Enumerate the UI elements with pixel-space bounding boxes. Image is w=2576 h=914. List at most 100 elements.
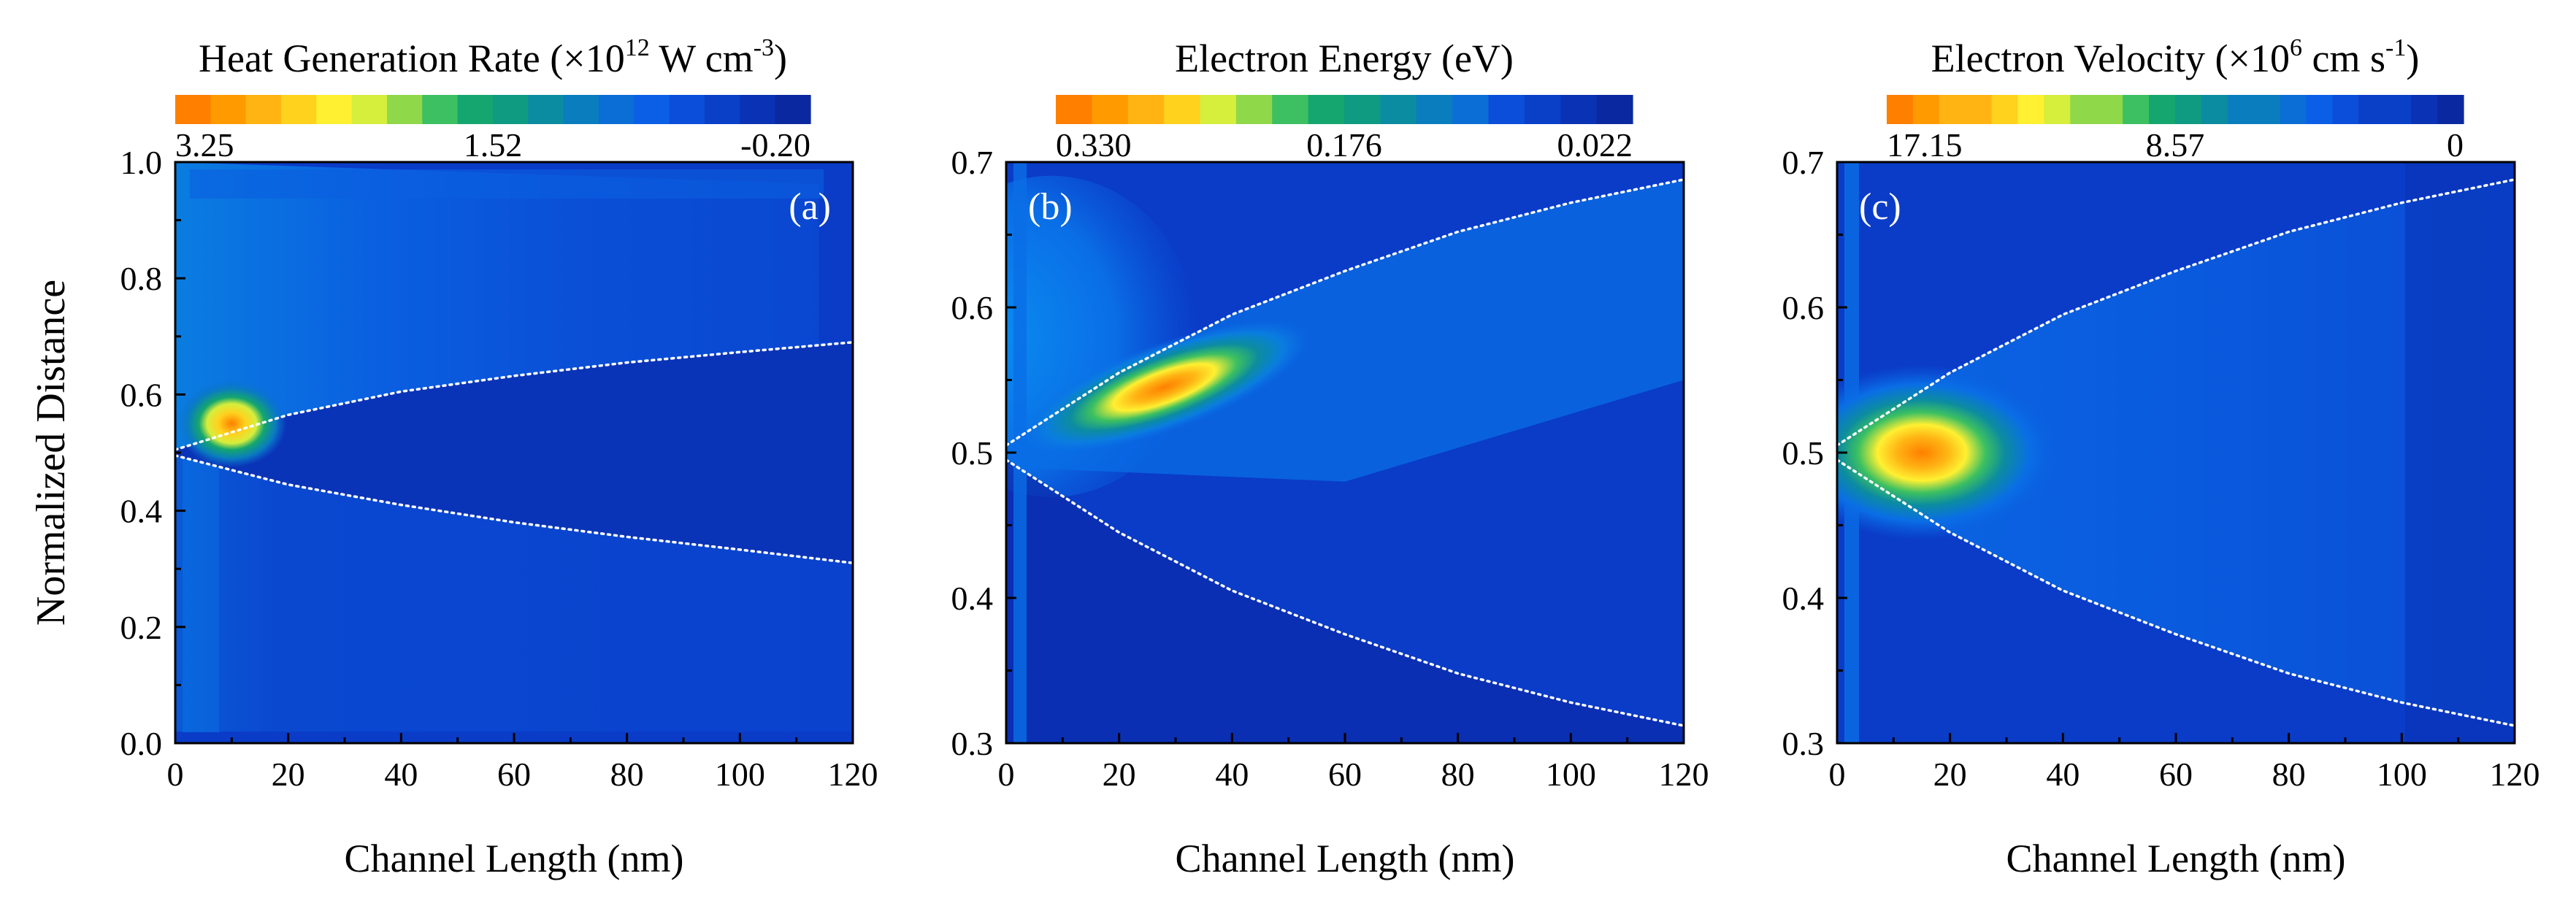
colorbar: 0.330 0.176 0.022 [1056,95,1633,164]
heatmap-area [1006,162,1684,743]
colorbar-swatch [2385,95,2412,124]
hotspot [177,380,287,468]
region-cone [1837,179,2515,726]
y-tick-label: 0.4 [1782,580,1825,617]
colorbar-swatch [2332,95,2359,124]
panel-label: (c) [1859,186,1901,228]
colorbar-swatch [316,95,353,124]
x-tick-label: 40 [384,756,418,793]
colorbar-swatch [599,95,635,124]
colorbar-swatch [1939,95,1966,124]
panel-label: (a) [789,186,831,228]
colorbar-swatch [2096,95,2123,124]
colorbar-swatch [1416,95,1453,124]
colorbar-swatch [387,95,423,124]
colorbar-swatch [2070,95,2097,124]
boundary-lower [1006,458,1684,727]
panels: 0 20 40 60 80 100 120 0.0 0.2 0.4 0.6 0.8 1.0 (a) Chan… [28,34,2540,880]
colorbar-swatch [493,95,529,124]
colorbar-title: Electron Velocity (×106 cm s-1) [1931,34,2420,80]
x-tick-label: 120 [828,756,878,793]
colorbar-swatch [2044,95,2071,124]
x-tick-label: 120 [1659,756,1709,793]
y-tick-label: 0.8 [120,260,163,297]
hotspot [1019,320,1309,454]
colorbar-swatch [1235,95,1273,124]
colorbar-tick-label: 17.15 [1887,126,1963,164]
x-tick-label: 20 [1933,756,1967,793]
colorbar: 3.25 1.52 -0.20 [175,95,811,164]
region-right [2405,162,2515,743]
colorbar-swatch [351,95,388,124]
x-axis-label: Channel Length (nm) [2006,837,2346,880]
colorbar-swatch [245,95,282,124]
colorbar-title: Heat Generation Rate (×1012 W cm-3) [199,34,787,80]
region-lower [175,456,853,732]
x-axis-label: Channel Length (nm) [345,837,684,880]
boundary-lower [1837,458,2515,727]
colorbar-swatch [1488,95,1525,124]
colorbar-swatch [1452,95,1490,124]
panel-b: 0 20 40 60 80 100 120 0.3 0.4 0.5 0.6 0.7 (b) Channel… [951,37,1709,880]
x-tick-label: 120 [2490,756,2540,793]
colorbar-swatch [2358,95,2385,124]
colorbar-swatch [2253,95,2281,124]
colorbar-swatch [457,95,494,124]
boundary-lower [175,454,853,564]
colorbar-swatch [705,95,740,124]
colorbar-tick-label: 8.57 [2146,126,2205,164]
y-tick-label: 0.4 [951,580,994,617]
colorbar-swatch [422,95,459,124]
colorbar-swatch [2201,95,2228,124]
colorbar-swatch [1965,95,1993,124]
colorbar-swatch [634,95,670,124]
x-tick-label: 0 [167,756,184,793]
x-tick-label: 40 [2046,756,2079,793]
colorbar-swatch [1164,95,1201,124]
boundary-upper [1006,178,1684,447]
y-tick-label: 0.5 [1782,434,1825,472]
y-tick-label: 0.2 [120,609,163,646]
y-tick-label: 0.6 [1782,289,1825,326]
x-tick-label: 100 [2377,756,2427,793]
colorbar-swatch [2123,95,2150,124]
colorbar-swatch [528,95,564,124]
region-core [175,342,853,564]
x-tick-label: 80 [2272,756,2306,793]
boundary-upper [1837,178,2515,447]
heatmap-area [1837,162,2515,743]
x-tick-label: 20 [1103,756,1136,793]
region-top-band [190,169,824,199]
x-tick-label: 80 [1441,756,1475,793]
heatmap-area [175,162,853,743]
y-tick-label: 0.4 [120,493,163,530]
colorbar: 17.15 8.57 0 [1887,95,2464,164]
colorbar-swatch [1200,95,1237,124]
y-axis-label: Normalized Distance [28,280,74,626]
colorbar-swatch [2227,95,2255,124]
panel-label: (b) [1028,186,1073,228]
colorbar-swatch [1524,95,1561,124]
colorbar-swatch [2411,95,2438,124]
colorbar-swatch [1344,95,1381,124]
x-tick-label: 0 [998,756,1015,793]
region-upper [175,162,853,450]
x-tick-label: 20 [272,756,305,793]
colorbar-swatch [669,95,705,124]
colorbar-swatch [1596,95,1633,124]
x-tick-label: 60 [2159,756,2193,793]
colorbar-swatch [1912,95,1940,124]
y-tick-label: 0.3 [951,725,994,762]
y-tick-label: 0.3 [1782,725,1825,762]
colorbar-tick-label: 1.52 [464,126,523,164]
x-tick-label: 0 [1829,756,1846,793]
x-axis-label: Channel Length (nm) [1176,837,1515,880]
colorbar-title: Electron Energy (eV) [1175,37,1514,80]
colorbar-swatch [1127,95,1165,124]
x-tick-label: 80 [610,756,644,793]
y-tick-label: 0.0 [120,725,163,762]
x-tick-label: 100 [1546,756,1596,793]
region-edge-strip [1013,162,1027,743]
y-tick-label: 1.0 [120,144,163,181]
boundary-upper [175,341,853,451]
